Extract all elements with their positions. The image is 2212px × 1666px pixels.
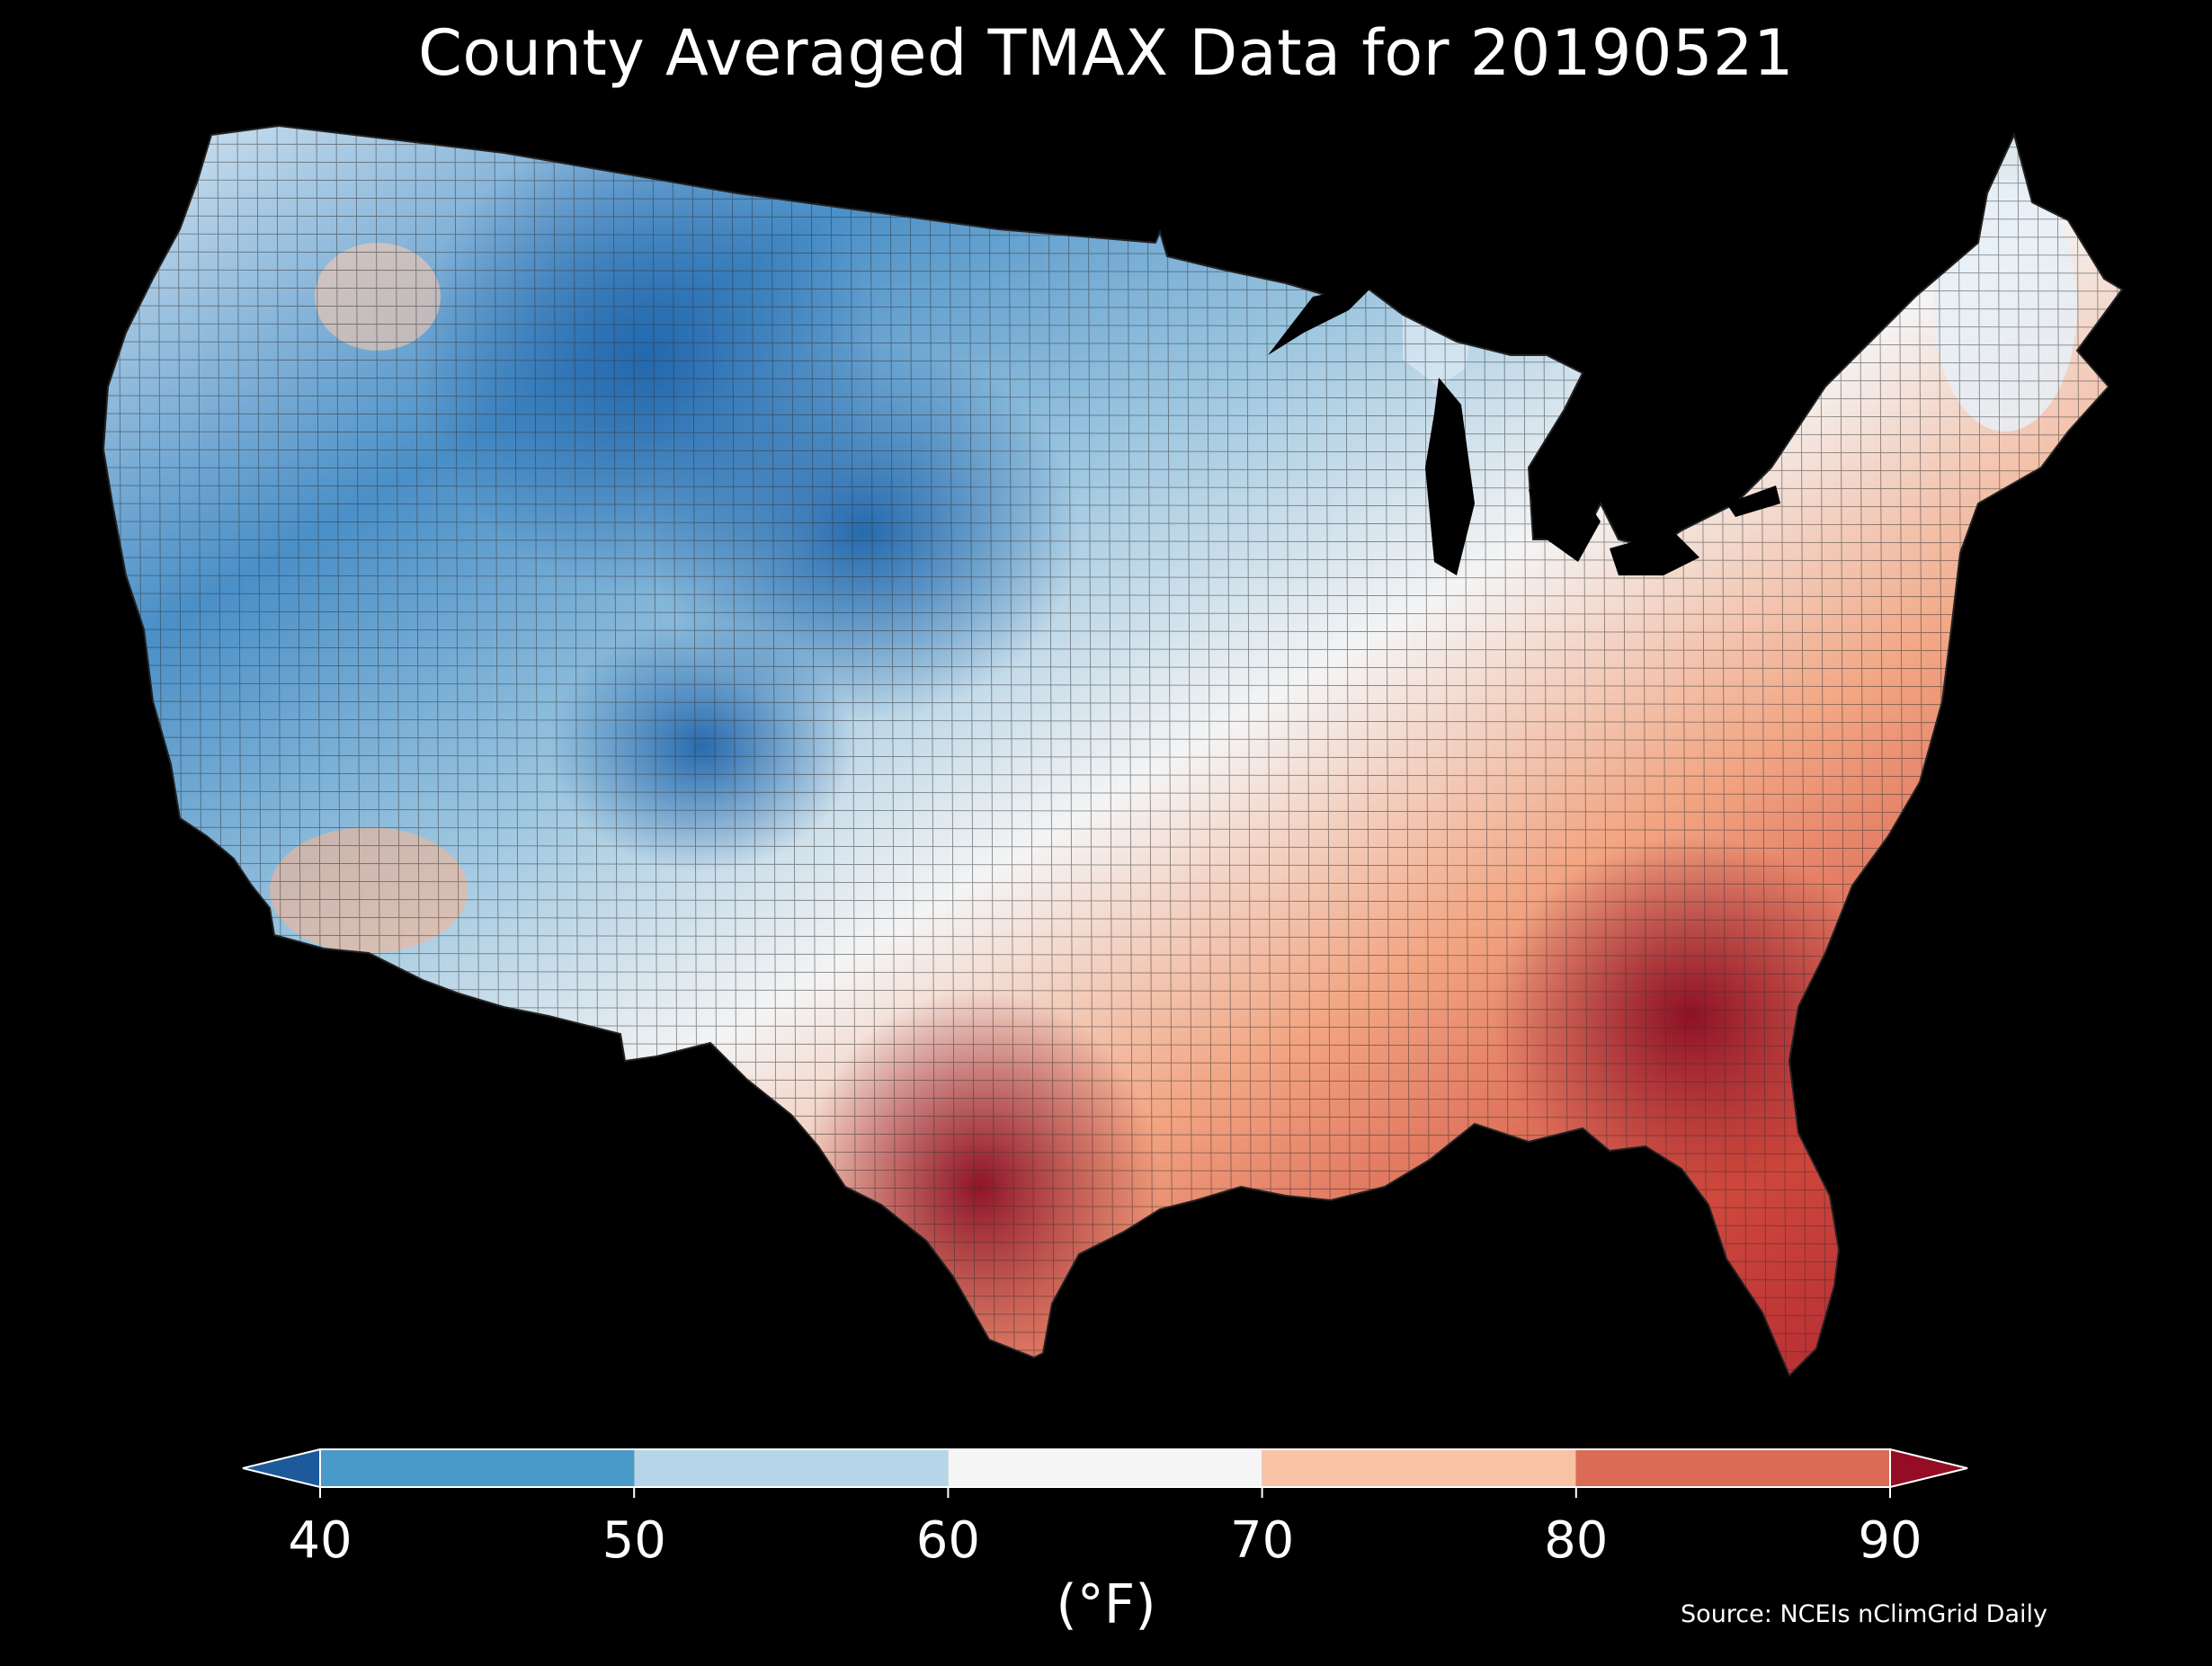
colorbar-bin xyxy=(948,1449,1262,1487)
source-credit: Source: NCEIs nClimGrid Daily xyxy=(1681,1600,2047,1628)
colorbar-bin xyxy=(634,1449,949,1487)
lake-ontario xyxy=(1726,486,1780,517)
interior-northwest-warm-spot xyxy=(315,243,441,351)
colorbar-bin xyxy=(1262,1449,1576,1487)
colorbar-tick-label: 60 xyxy=(916,1511,980,1570)
colorbar-frame xyxy=(319,1448,1891,1488)
colorbar-unit-label: (°F) xyxy=(1056,1573,1156,1636)
great-lakes xyxy=(1268,283,1780,575)
map-title: County Averaged TMAX Data for 20190521 xyxy=(417,16,1795,90)
colorbar-tick-label: 40 xyxy=(288,1511,352,1570)
colorbar-tick-label: 70 xyxy=(1230,1511,1294,1570)
desert-southwest-warm-region xyxy=(270,827,468,953)
hot-core-georgia xyxy=(1493,836,1888,1196)
colorbar-bin xyxy=(320,1449,635,1487)
colorbar-extend-low xyxy=(242,1448,321,1489)
lake-superior xyxy=(1268,283,1376,355)
lake-huron xyxy=(1529,468,1601,562)
colorbar-tick-label: 50 xyxy=(602,1511,666,1570)
colorbar-tick-label: 90 xyxy=(1858,1511,1922,1570)
colorbar-bin xyxy=(1575,1449,1890,1487)
cold-core-colorado xyxy=(549,620,854,872)
lake-michigan xyxy=(1425,378,1475,575)
colorbar-tick-label: 80 xyxy=(1544,1511,1608,1570)
lake-erie xyxy=(1610,530,1699,575)
colorbar-extend-high xyxy=(1889,1448,1968,1489)
